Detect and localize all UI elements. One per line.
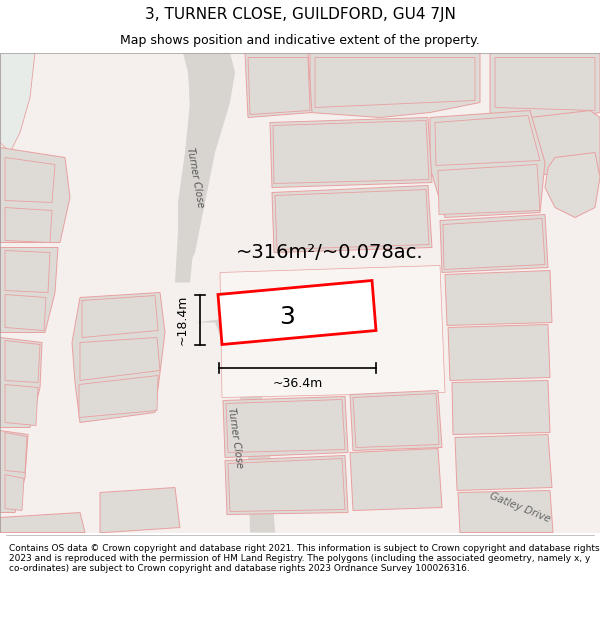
Polygon shape (458, 491, 553, 532)
Polygon shape (0, 338, 42, 428)
Polygon shape (79, 376, 158, 418)
Polygon shape (5, 432, 27, 472)
Polygon shape (223, 396, 348, 458)
Polygon shape (452, 381, 550, 434)
Polygon shape (218, 281, 376, 344)
Polygon shape (228, 459, 345, 511)
Polygon shape (438, 164, 540, 214)
Polygon shape (5, 474, 24, 511)
Polygon shape (220, 266, 445, 398)
Polygon shape (100, 488, 180, 532)
Polygon shape (5, 158, 55, 202)
Text: Turner Close: Turner Close (185, 147, 205, 208)
Polygon shape (440, 214, 548, 272)
Text: 3, TURNER CLOSE, GUILDFORD, GU4 7JN: 3, TURNER CLOSE, GUILDFORD, GU4 7JN (145, 8, 455, 22)
Text: ~18.4m: ~18.4m (176, 294, 188, 345)
Polygon shape (195, 318, 275, 532)
Polygon shape (350, 391, 442, 451)
Polygon shape (5, 208, 52, 242)
Text: 3: 3 (279, 306, 295, 329)
Text: Contains OS data © Crown copyright and database right 2021. This information is : Contains OS data © Crown copyright and d… (9, 544, 599, 573)
Polygon shape (72, 292, 165, 422)
Polygon shape (490, 52, 600, 122)
Polygon shape (80, 338, 160, 381)
Text: Map shows position and indicative extent of the property.: Map shows position and indicative extent… (120, 34, 480, 48)
Polygon shape (5, 341, 40, 382)
Polygon shape (245, 52, 312, 118)
Polygon shape (225, 456, 348, 514)
Polygon shape (455, 434, 552, 491)
Polygon shape (273, 121, 429, 184)
Polygon shape (530, 111, 600, 178)
Polygon shape (270, 118, 432, 188)
Polygon shape (82, 296, 158, 338)
Polygon shape (353, 394, 439, 448)
Polygon shape (0, 512, 85, 532)
Polygon shape (445, 271, 552, 326)
Text: ~36.4m: ~36.4m (272, 377, 323, 390)
Text: Gatley Drive: Gatley Drive (488, 491, 552, 524)
Polygon shape (310, 52, 480, 118)
Polygon shape (435, 116, 540, 166)
Polygon shape (430, 111, 545, 218)
Polygon shape (5, 251, 50, 292)
Polygon shape (175, 52, 225, 282)
Polygon shape (0, 431, 28, 512)
Polygon shape (545, 152, 600, 218)
Polygon shape (248, 58, 310, 114)
Text: ~316m²/~0.078ac.: ~316m²/~0.078ac. (236, 243, 424, 262)
Polygon shape (5, 294, 46, 331)
Text: Turner Close: Turner Close (226, 407, 244, 468)
Polygon shape (272, 186, 432, 253)
Polygon shape (275, 189, 429, 249)
Polygon shape (178, 52, 235, 272)
Polygon shape (0, 52, 35, 152)
Polygon shape (0, 248, 58, 332)
Polygon shape (5, 384, 38, 426)
Polygon shape (0, 148, 70, 242)
Polygon shape (448, 324, 550, 381)
Polygon shape (226, 399, 345, 452)
Polygon shape (495, 58, 595, 111)
Polygon shape (315, 58, 475, 108)
Polygon shape (443, 219, 545, 269)
Polygon shape (350, 449, 442, 511)
